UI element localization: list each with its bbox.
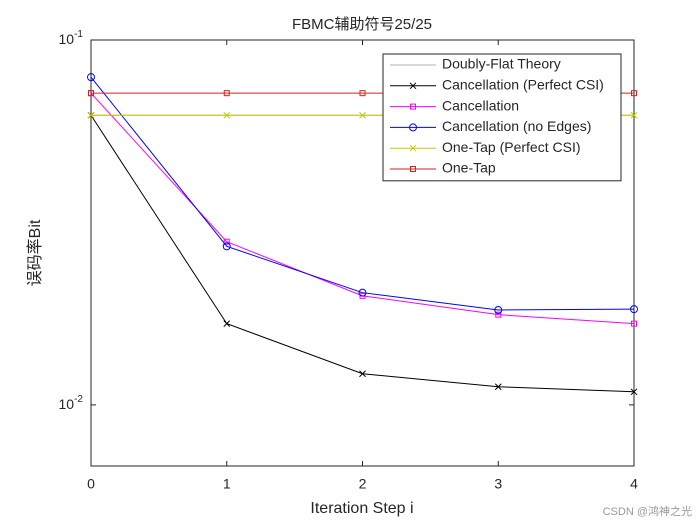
marker <box>494 383 502 391</box>
marker <box>358 288 367 297</box>
y-tick-base: 10 <box>59 31 75 47</box>
y-tick-exponent: -1 <box>74 29 83 40</box>
marker <box>631 90 637 97</box>
x-tick-label: 1 <box>223 476 231 492</box>
marker <box>495 311 502 318</box>
y-tick-exponent: -2 <box>74 394 83 405</box>
marker <box>359 292 366 299</box>
y-tick-label: 10-1 <box>59 29 84 47</box>
marker <box>494 305 503 314</box>
marker <box>223 320 231 327</box>
marker <box>631 320 637 327</box>
legend-box <box>382 53 622 182</box>
watermark: CSDN @鸿神之光 <box>603 504 692 518</box>
marker <box>223 90 230 97</box>
legend-marker <box>409 144 417 152</box>
legend-label: Doubly-Flat Theory <box>442 56 561 72</box>
marker <box>87 73 95 82</box>
legend-label: Cancellation <box>442 97 519 113</box>
legend-label: Cancellation (no Edges) <box>442 118 591 134</box>
y-axis-label: 误码率Bit <box>26 219 44 286</box>
x-tick-label: 0 <box>87 476 95 492</box>
marker <box>630 388 638 396</box>
marker <box>630 305 638 314</box>
marker <box>222 242 231 251</box>
legend-label: One-Tap (Perfect CSI) <box>442 139 581 155</box>
legend-label: Cancellation (Perfect CSI) <box>442 77 604 93</box>
legend-marker <box>409 82 417 90</box>
marker <box>359 111 366 119</box>
legend-label: One-Tap <box>442 160 496 176</box>
marker <box>223 238 230 245</box>
x-tick-label: 2 <box>359 476 367 492</box>
marker <box>223 111 231 119</box>
marker <box>359 370 366 378</box>
marker <box>630 111 638 119</box>
series-line <box>90 76 635 311</box>
x-axis-label: Iteration Step i <box>310 500 413 517</box>
marker <box>87 111 95 119</box>
y-tick-base: 10 <box>59 396 75 412</box>
legend-marker <box>410 103 416 110</box>
marker <box>88 90 94 97</box>
x-tick-label: 3 <box>494 476 502 492</box>
chart-title: FBMC辅助符号25/25 <box>292 16 432 33</box>
legend-marker <box>410 166 416 172</box>
y-tick-label: 10-2 <box>59 394 84 412</box>
legend-marker <box>409 123 417 132</box>
marker <box>359 90 366 97</box>
x-tick-label: 4 <box>630 476 638 492</box>
